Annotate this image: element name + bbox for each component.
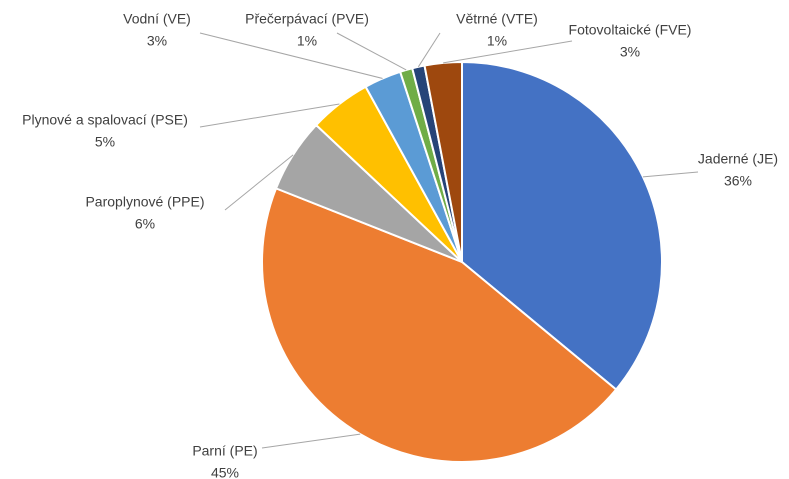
- slice-value-label: 1%: [487, 33, 507, 49]
- slice-value-label: 5%: [95, 134, 115, 150]
- slice-label: Jaderné (JE): [698, 151, 778, 167]
- slice-value-label: 36%: [724, 173, 752, 189]
- slice-value-label: 1%: [297, 33, 317, 49]
- slice-value-label: 6%: [135, 216, 155, 232]
- leader-line: [224, 154, 294, 211]
- leader-line: [336, 32, 407, 71]
- leader-line: [443, 40, 573, 64]
- leader-line: [642, 171, 699, 178]
- slice-value-label: 3%: [147, 33, 167, 49]
- slice-label: Vodní (VE): [123, 11, 191, 27]
- pie-slice: [461, 60, 663, 391]
- leader-line: [417, 32, 441, 68]
- slice-label: Parní (PE): [192, 443, 257, 459]
- slice-label: Přečerpávací (PVE): [245, 11, 369, 27]
- leader-line: [199, 103, 340, 128]
- slice-label: Fotovoltaické (FVE): [569, 22, 692, 38]
- slice-label: Větrné (VTE): [456, 11, 538, 27]
- slice-value-label: 45%: [211, 465, 239, 479]
- slice-value-label: 3%: [620, 44, 640, 60]
- leader-line: [199, 32, 383, 79]
- leader-line: [261, 433, 361, 449]
- slice-label: Paroplynové (PPE): [85, 194, 204, 210]
- slice-label: Plynové a spalovací (PSE): [22, 112, 188, 128]
